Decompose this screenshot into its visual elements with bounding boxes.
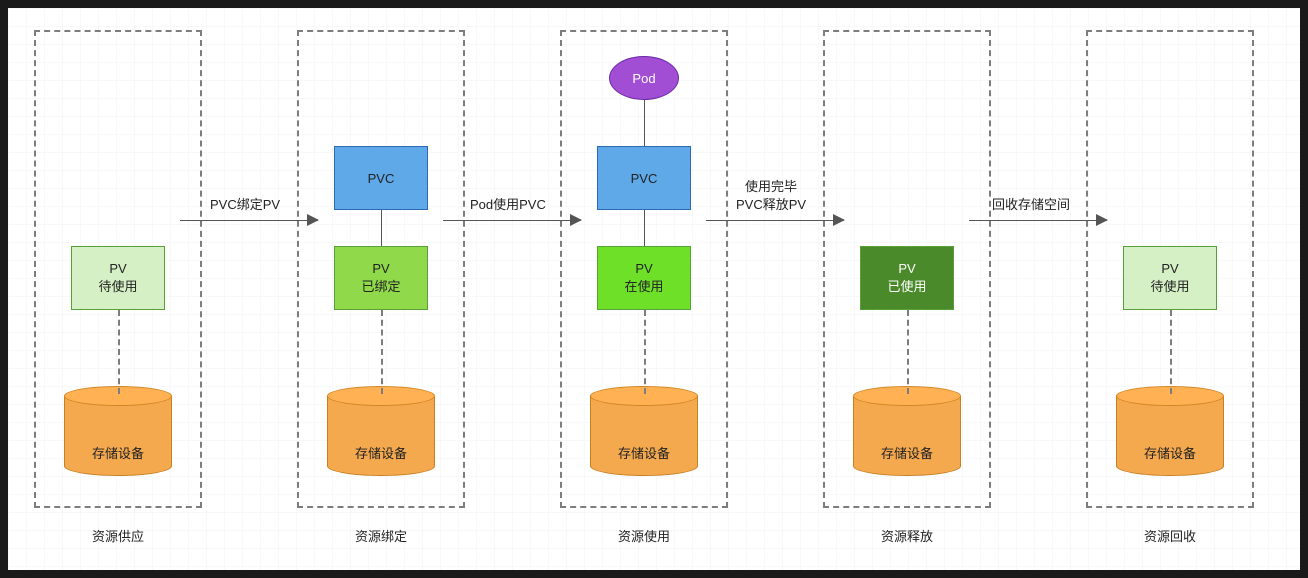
- pv-title: PV: [109, 260, 126, 278]
- arrow-label-a3: 使用完毕PVC释放PV: [736, 178, 806, 214]
- arrow-label-a1: PVC绑定PV: [210, 196, 280, 214]
- phase-label-reclaim: 资源回收: [1086, 526, 1254, 545]
- arrow-a2: [443, 220, 581, 221]
- pvc-box-bind: PVC: [334, 146, 428, 210]
- pv-state: 待使用: [1150, 278, 1189, 296]
- pv-box-release: PV已使用: [860, 246, 954, 310]
- phase-label-use: 资源使用: [560, 526, 728, 545]
- storage-device-supply: 存储设备: [64, 386, 172, 476]
- connector-pv-storage-release: [907, 310, 909, 394]
- pvc-label: PVC: [631, 171, 658, 186]
- arrow-label-a2: Pod使用PVC: [470, 196, 546, 214]
- pv-state: 已使用: [887, 278, 926, 296]
- arrow-label-line: PVC释放PV: [736, 196, 806, 214]
- arrow-a1: [180, 220, 318, 221]
- pv-title: PV: [898, 260, 915, 278]
- pv-title: PV: [635, 260, 652, 278]
- connector-pod-pvc: [644, 100, 645, 146]
- pod-node: Pod: [609, 56, 679, 100]
- pvc-label: PVC: [368, 171, 395, 186]
- arrow-label-line: 回收存储空间: [992, 196, 1070, 214]
- pv-title: PV: [1161, 260, 1178, 278]
- phase-label-bind: 资源绑定: [297, 526, 465, 545]
- phase-label-supply: 资源供应: [34, 526, 202, 545]
- diagram-canvas: 资源供应PV待使用存储设备资源绑定PV已绑定PVC存储设备资源使用PV在使用PV…: [8, 8, 1300, 570]
- storage-label: 存储设备: [1144, 443, 1196, 462]
- connector-pv-storage-use: [644, 310, 646, 394]
- pvc-box-use: PVC: [597, 146, 691, 210]
- arrow-label-line: 使用完毕: [736, 178, 806, 196]
- arrow-a4: [969, 220, 1107, 221]
- pv-state: 待使用: [98, 278, 137, 296]
- phase-label-release: 资源释放: [823, 526, 991, 545]
- arrow-label-line: PVC绑定PV: [210, 196, 280, 214]
- connector-pv-storage-reclaim: [1170, 310, 1172, 394]
- connector-pv-storage-bind: [381, 310, 383, 394]
- pv-box-reclaim: PV待使用: [1123, 246, 1217, 310]
- pv-state: 在使用: [624, 278, 663, 296]
- arrow-label-line: Pod使用PVC: [470, 196, 546, 214]
- connector-pv-storage-supply: [118, 310, 120, 394]
- storage-label: 存储设备: [881, 443, 933, 462]
- storage-label: 存储设备: [355, 443, 407, 462]
- connector-pvc-pv-use: [644, 210, 645, 246]
- arrow-label-a4: 回收存储空间: [992, 196, 1070, 214]
- pv-title: PV: [372, 260, 389, 278]
- storage-device-reclaim: 存储设备: [1116, 386, 1224, 476]
- pod-label: Pod: [632, 71, 655, 86]
- pv-box-use: PV在使用: [597, 246, 691, 310]
- connector-pvc-pv-bind: [381, 210, 382, 246]
- arrow-a3: [706, 220, 844, 221]
- storage-device-use: 存储设备: [590, 386, 698, 476]
- storage-label: 存储设备: [618, 443, 670, 462]
- storage-device-bind: 存储设备: [327, 386, 435, 476]
- pv-box-supply: PV待使用: [71, 246, 165, 310]
- storage-device-release: 存储设备: [853, 386, 961, 476]
- pv-state: 已绑定: [361, 278, 400, 296]
- pv-box-bind: PV已绑定: [334, 246, 428, 310]
- storage-label: 存储设备: [92, 443, 144, 462]
